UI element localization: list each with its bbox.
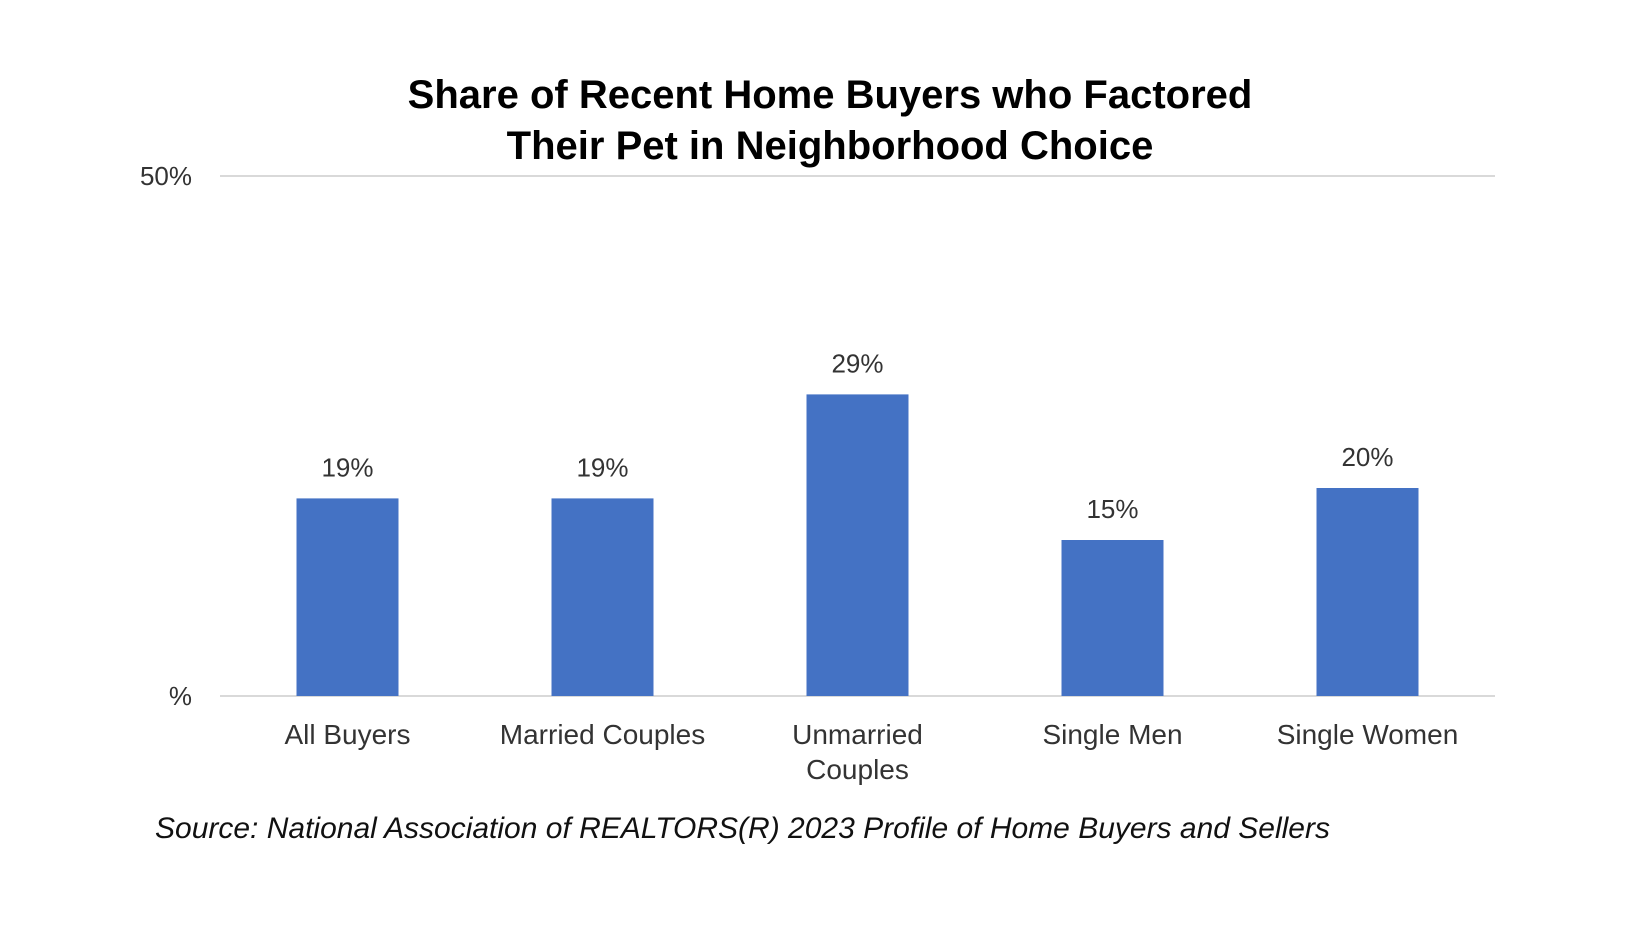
data-label: 15% — [1086, 494, 1138, 524]
data-label: 20% — [1341, 442, 1393, 472]
y-axis-ticks: 50%% — [140, 161, 192, 711]
category-label: Couples — [806, 754, 909, 785]
chart-title-line: Their Pet in Neighborhood Choice — [507, 124, 1154, 168]
category-label: All Buyers — [284, 719, 410, 750]
data-label: 19% — [321, 452, 373, 482]
data-label: 19% — [576, 452, 628, 482]
data-label: 29% — [831, 348, 883, 378]
source-note: Source: National Association of REALTORS… — [155, 812, 1330, 845]
category-labels: All Buyers Married Couples Unmarried Couple… — [284, 719, 1458, 785]
bar — [551, 498, 654, 696]
category-label: Married Couples — [500, 719, 705, 750]
category-label: Unmarried — [792, 719, 923, 750]
chart-title: Share of Recent Home Buyers who Factored… — [408, 73, 1253, 168]
bar — [1061, 540, 1164, 696]
category-label: Single Women — [1277, 719, 1459, 750]
data-labels: 19% 19% 29% 15% 20% — [321, 348, 1393, 524]
bars — [296, 394, 1419, 696]
bar — [806, 394, 909, 696]
bar — [1316, 488, 1419, 696]
category-label: Single Men — [1042, 719, 1182, 750]
y-tick-label: % — [169, 681, 192, 711]
y-tick-label: 50% — [140, 161, 192, 191]
chart-title-line: Share of Recent Home Buyers who Factored — [408, 73, 1253, 117]
bar — [296, 498, 399, 696]
